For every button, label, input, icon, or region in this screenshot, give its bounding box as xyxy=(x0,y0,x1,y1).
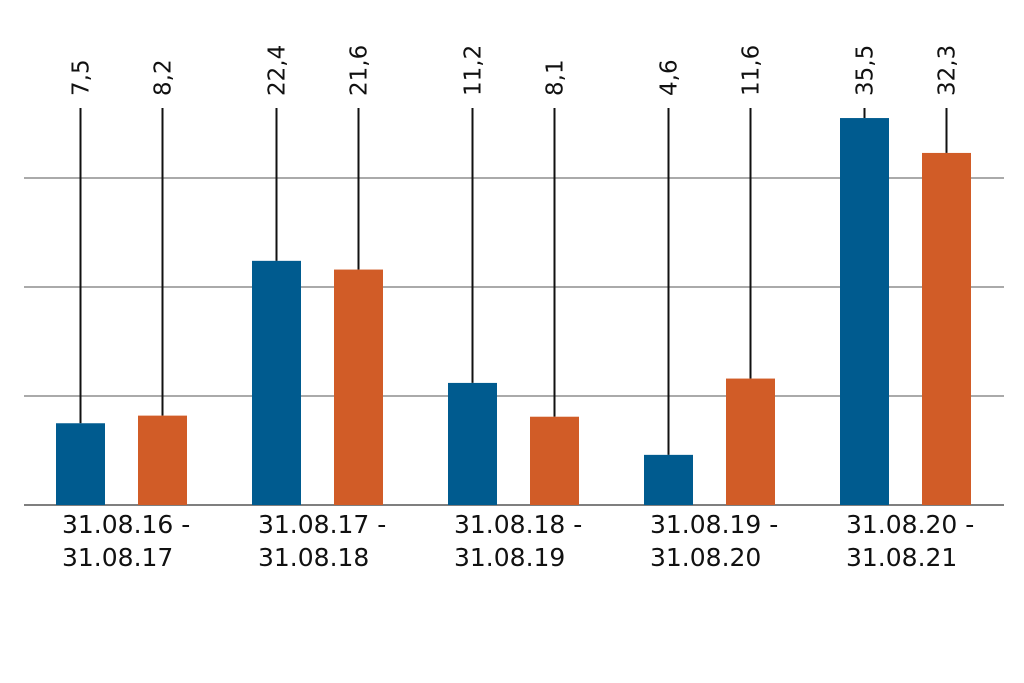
category-label-line: 31.08.18 xyxy=(258,543,369,572)
category-label-line: 31.08.20 xyxy=(650,543,761,572)
bar-3-series-1 xyxy=(448,382,497,505)
value-label-2-1: 22,4 xyxy=(265,45,291,96)
category-label-line: 31.08.20 - xyxy=(846,510,974,539)
category-label-2: 31.08.17 - 31.08.18 xyxy=(258,510,386,572)
category-label-5: 31.08.20 - 31.08.21 xyxy=(846,510,974,572)
value-label-2-2: 21,6 xyxy=(347,45,373,96)
category-label-3: 31.08.18 - 31.08.19 xyxy=(454,510,582,572)
category-label-line: 31.08.19 xyxy=(454,543,565,572)
value-label-1-1: 7,5 xyxy=(69,59,95,96)
bar-3-series-2 xyxy=(530,416,579,505)
category-label-4: 31.08.19 - 31.08.20 xyxy=(650,510,778,572)
bar-4-series-2 xyxy=(726,378,775,505)
value-label-5-1: 35,5 xyxy=(853,45,879,96)
bar-5-series-2 xyxy=(922,152,971,505)
value-label-5-2: 32,3 xyxy=(935,45,961,96)
category-label-line: 31.08.16 - xyxy=(62,510,190,539)
value-label-4-2: 11,6 xyxy=(739,45,765,96)
category-label-line: 31.08.21 xyxy=(846,543,957,572)
value-label-3-1: 11,2 xyxy=(461,45,487,96)
category-label-line: 31.08.18 - xyxy=(454,510,582,539)
bar-2-series-2 xyxy=(334,269,383,505)
bar-1-series-2 xyxy=(138,415,187,505)
category-label-line: 31.08.19 - xyxy=(650,510,778,539)
category-label-line: 31.08.17 - xyxy=(258,510,386,539)
value-label-1-2: 8,2 xyxy=(151,59,177,96)
bar-4-series-1 xyxy=(644,454,693,505)
category-label-1: 31.08.16 - 31.08.17 xyxy=(62,510,190,572)
value-label-4-1: 4,6 xyxy=(657,59,683,96)
value-label-3-2: 8,1 xyxy=(543,59,569,96)
bar-2-series-1 xyxy=(252,260,301,505)
bar-5-series-1 xyxy=(840,118,889,506)
category-label-line: 31.08.17 xyxy=(62,543,173,572)
bar-1-series-1 xyxy=(56,423,105,505)
